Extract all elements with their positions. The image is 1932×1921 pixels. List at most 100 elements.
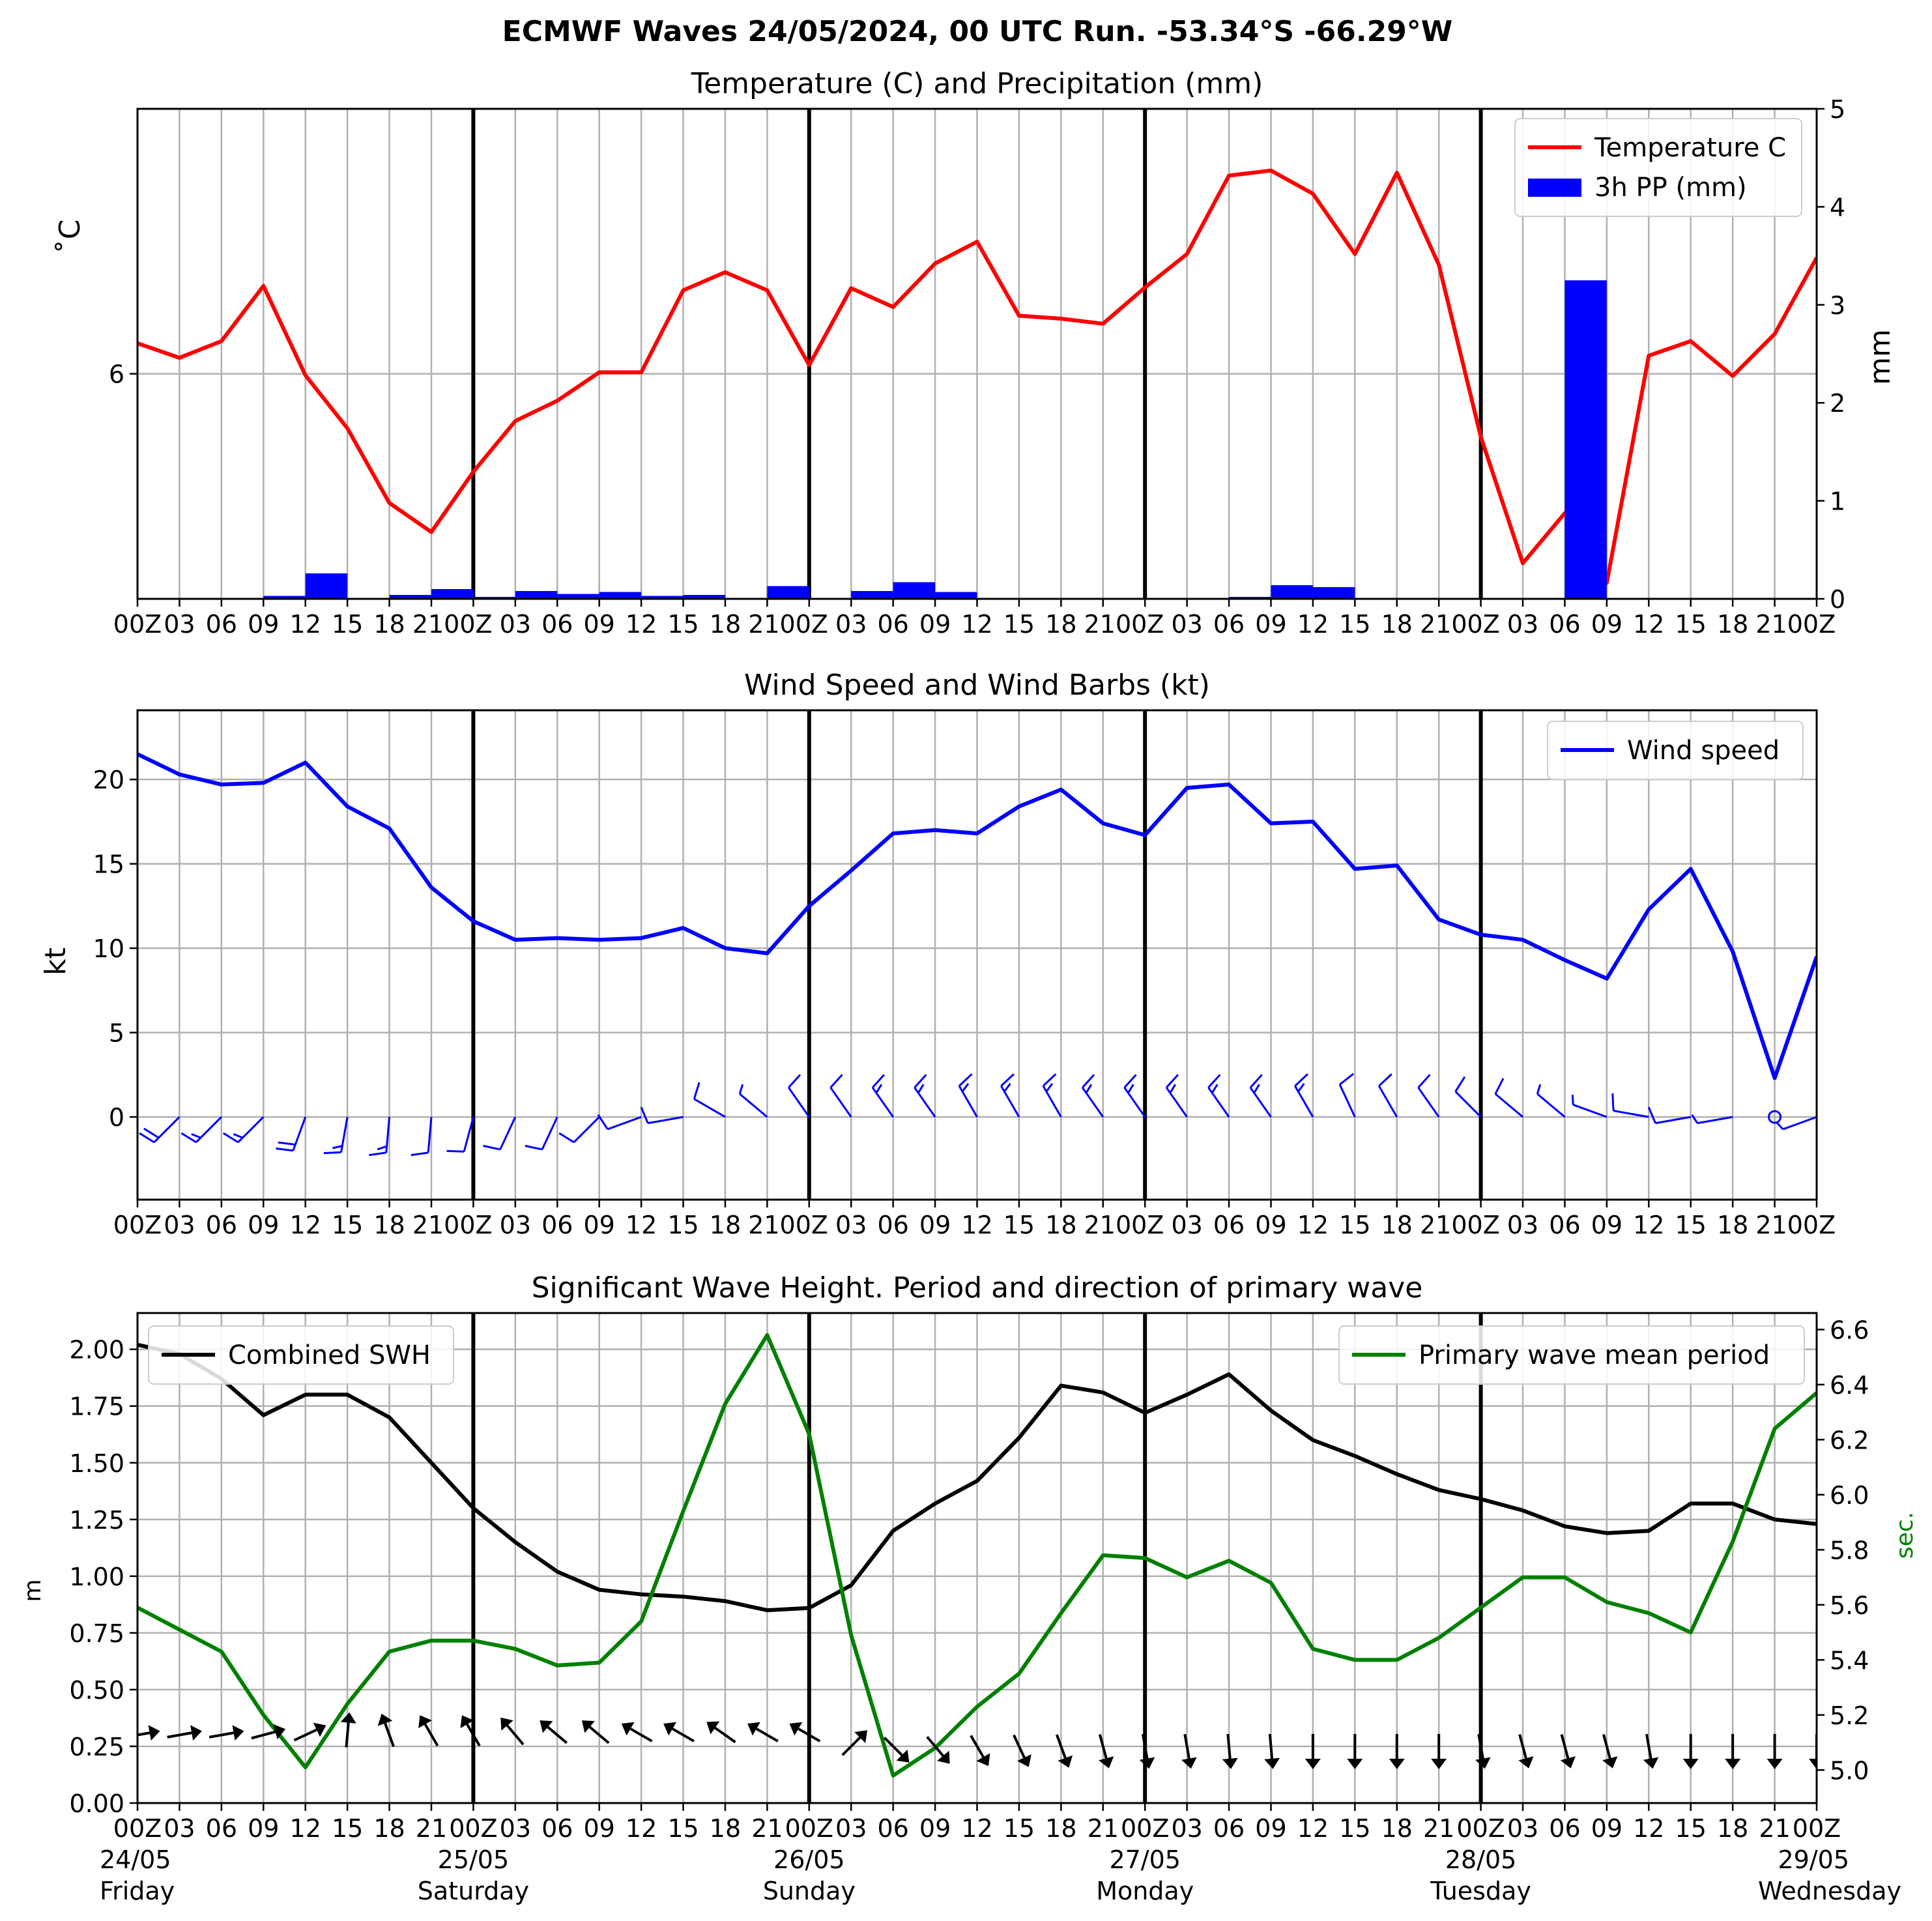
x-tick-label: 09 (583, 1211, 614, 1239)
legend: Temperature C 3h PP (mm) (1514, 118, 1802, 217)
x-tick-label: 09 (248, 1211, 279, 1239)
x-tick-label: 00Z (113, 1814, 162, 1843)
precip-bar (683, 594, 725, 599)
x-tick-label: 09 (1255, 1211, 1286, 1239)
x-tick-label: 2100Z (1084, 1211, 1164, 1239)
precip-bar (1312, 586, 1355, 599)
legend-box (1338, 1325, 1805, 1385)
x-tick-label: 18 (1717, 1814, 1748, 1843)
x-tick-label: 18 (1045, 1211, 1076, 1239)
wind-barb (1377, 1073, 1398, 1118)
precip-bar (599, 592, 642, 599)
x-tick-label: 03 (1171, 1814, 1202, 1843)
y2-tick-label: 4 (1830, 193, 1845, 222)
wind-barb (1494, 1078, 1523, 1118)
panel-title: Significant Wave Height. Period and dire… (532, 1271, 1423, 1305)
wave-direction-arrow (706, 1721, 736, 1744)
x-tick-label: 06 (1213, 1211, 1245, 1239)
precip-bar (893, 582, 936, 599)
x-tick-label: 18 (1717, 1211, 1748, 1239)
x-tick-label: 15 (667, 1814, 699, 1843)
wind-barb (446, 1116, 474, 1153)
wave-direction-arrow (1518, 1734, 1534, 1769)
x-tick-label: 06 (877, 1211, 908, 1239)
wave-direction-arrow (789, 1722, 821, 1742)
y2-tick-label: 0 (1830, 585, 1845, 614)
x-tick-label: 2100Z (748, 610, 828, 639)
x-tick-label: 03 (500, 610, 531, 639)
wave-direction-arrow (137, 1725, 160, 1741)
wind-barb (829, 1074, 852, 1118)
x-tick-label: 2100Z (748, 1211, 828, 1239)
x-tick-label: 2100Z (1084, 610, 1164, 639)
wind-barb (483, 1116, 517, 1151)
wind-barb (139, 1116, 180, 1144)
precip-bar (557, 594, 599, 599)
wave-direction-arrow (621, 1722, 653, 1742)
wind-barb (1454, 1076, 1482, 1118)
x-tick-label: 09 (919, 1211, 951, 1239)
wave-direction-arrow (841, 1730, 867, 1756)
y-tick-label: 0.75 (69, 1619, 124, 1648)
x-tick-label: 15 (1675, 1814, 1707, 1843)
y-axis-label: ˚C (53, 220, 87, 254)
x-tick-label: 12 (961, 610, 992, 639)
x-tick-label: 18 (1045, 610, 1076, 639)
wind-barb (1081, 1074, 1104, 1118)
wave-direction-arrow (1013, 1734, 1031, 1767)
wind-barb (1611, 1093, 1649, 1118)
x-tick-label: 12 (290, 1814, 321, 1843)
panel-2: Wind Speed and Wind Barbs (kt) 0 5 10 15 20 00… (39, 669, 1836, 1239)
figure-suptitle: ECMWF Waves 24/05/2024, 00 UTC Run. -53.… (502, 15, 1453, 48)
x-tick-label: 18 (710, 610, 741, 639)
series-line-1 (137, 752, 1817, 1080)
x-tick-label: 15 (332, 610, 363, 639)
y-axis-label: m (20, 1579, 46, 1602)
x-tick-label: 09 (1255, 610, 1286, 639)
wind-barb (1647, 1106, 1691, 1125)
x-tick-label: 06 (1549, 1814, 1580, 1843)
x-tick-label: 09 (583, 610, 614, 639)
x-tick-label: 15 (1339, 610, 1370, 639)
y2-tick-label: 6.4 (1830, 1371, 1869, 1400)
plot-area (137, 168, 1817, 599)
legend-label: Wind speed (1627, 736, 1780, 766)
legend-swatch (1528, 179, 1581, 197)
wind-barb (1294, 1073, 1314, 1118)
y2-tick-label: 5.2 (1830, 1701, 1869, 1730)
x-tick-label: 18 (1717, 610, 1748, 639)
y2-tick-label: 5 (1830, 95, 1845, 124)
precip-bar (1564, 280, 1607, 599)
x-tick-label: 06 (877, 610, 908, 639)
y2-axis-label: sec. (1892, 1512, 1918, 1559)
wind-barb (1571, 1095, 1608, 1118)
precip-bar (431, 588, 474, 599)
x-tick-label: 00Z (785, 1814, 833, 1843)
wind-barb (738, 1084, 768, 1118)
x-tick-label: 2100Z (412, 610, 493, 639)
x-tick-label: 03 (1171, 1211, 1202, 1239)
x-tick-label: 09 (583, 1814, 614, 1843)
x-tick-label: 12 (626, 1211, 657, 1239)
wave-direction-arrow (1725, 1733, 1741, 1769)
wave-direction-arrow (1602, 1734, 1618, 1769)
wind-barb (1417, 1074, 1440, 1118)
y-tick-label: 20 (93, 766, 124, 794)
wind-barb (958, 1073, 978, 1118)
y2-tick-label: 6.0 (1830, 1481, 1869, 1510)
x-tick-label: 09 (248, 610, 279, 639)
x-tick-label: 06 (206, 1814, 237, 1843)
wave-direction-arrow (663, 1722, 695, 1742)
day-date-label: 27/05 (1109, 1845, 1181, 1874)
legend-label: Temperature C (1594, 133, 1786, 163)
x-tick-label: 18 (1045, 1814, 1076, 1843)
x-tick-label: 18 (1381, 610, 1413, 639)
day-name-label: Wednesday (1758, 1877, 1901, 1905)
y-tick-label: 2.00 (69, 1336, 124, 1365)
x-tick-label: 00Z (449, 1814, 497, 1843)
precip-bar (767, 586, 809, 599)
precip-bar (641, 596, 684, 599)
x-tick-label: 06 (541, 1814, 573, 1843)
x-tick-label: 12 (1633, 610, 1664, 639)
x-tick-label: 06 (1549, 1211, 1580, 1239)
